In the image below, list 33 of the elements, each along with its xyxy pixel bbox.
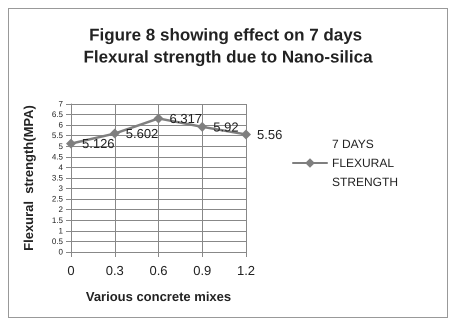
y-tick-label: 4.5 <box>52 152 64 162</box>
y-tick-label: 2 <box>58 205 64 214</box>
chart-title: Figure 8 showing effect on 7 days Flexural strength due to Nano-silica <box>83 26 374 66</box>
data-label: 5.602 <box>126 126 158 142</box>
y-axis-title: Flexural strength(MPA) <box>21 105 36 251</box>
x-axis-title: Various concrete mixes <box>86 289 232 304</box>
point <box>197 122 208 132</box>
point <box>66 138 76 149</box>
y-tick-label: 0.5 <box>52 236 64 246</box>
y-tick-label: 6.5 <box>52 110 64 120</box>
point <box>241 129 251 140</box>
y-tick-label: 5.5 <box>52 131 64 140</box>
x-tick-label: 0.9 <box>193 263 212 278</box>
y-tick-label: 1 <box>58 226 64 236</box>
point <box>154 113 164 124</box>
x-tick-label: 0.3 <box>106 263 124 278</box>
y-tick-label: 7 <box>58 100 64 108</box>
y-tick-label: 3 <box>58 184 64 194</box>
y-tick-label: 3.5 <box>52 174 64 182</box>
y-tick-label: 4 <box>58 162 64 172</box>
x-tick-label: 0.6 <box>149 263 168 278</box>
data-label: 6.317 <box>170 110 202 126</box>
point <box>110 128 120 139</box>
y-tick-label: 1.5 <box>52 216 64 225</box>
y-tick-label: 6 <box>58 120 64 130</box>
legend-label: 7 DAYS FLEXURAL STRENGTH <box>332 137 398 189</box>
y-tick-label: 2.5 <box>52 194 64 204</box>
data-label: 5.92 <box>213 119 239 134</box>
x-tick-label: 1.2 <box>236 263 256 278</box>
data-label: 5.126 <box>82 136 115 152</box>
data-label: 5.56 <box>257 126 282 142</box>
y-tick-label: 5 <box>58 142 64 151</box>
y-tick-label: 0 <box>58 248 64 256</box>
